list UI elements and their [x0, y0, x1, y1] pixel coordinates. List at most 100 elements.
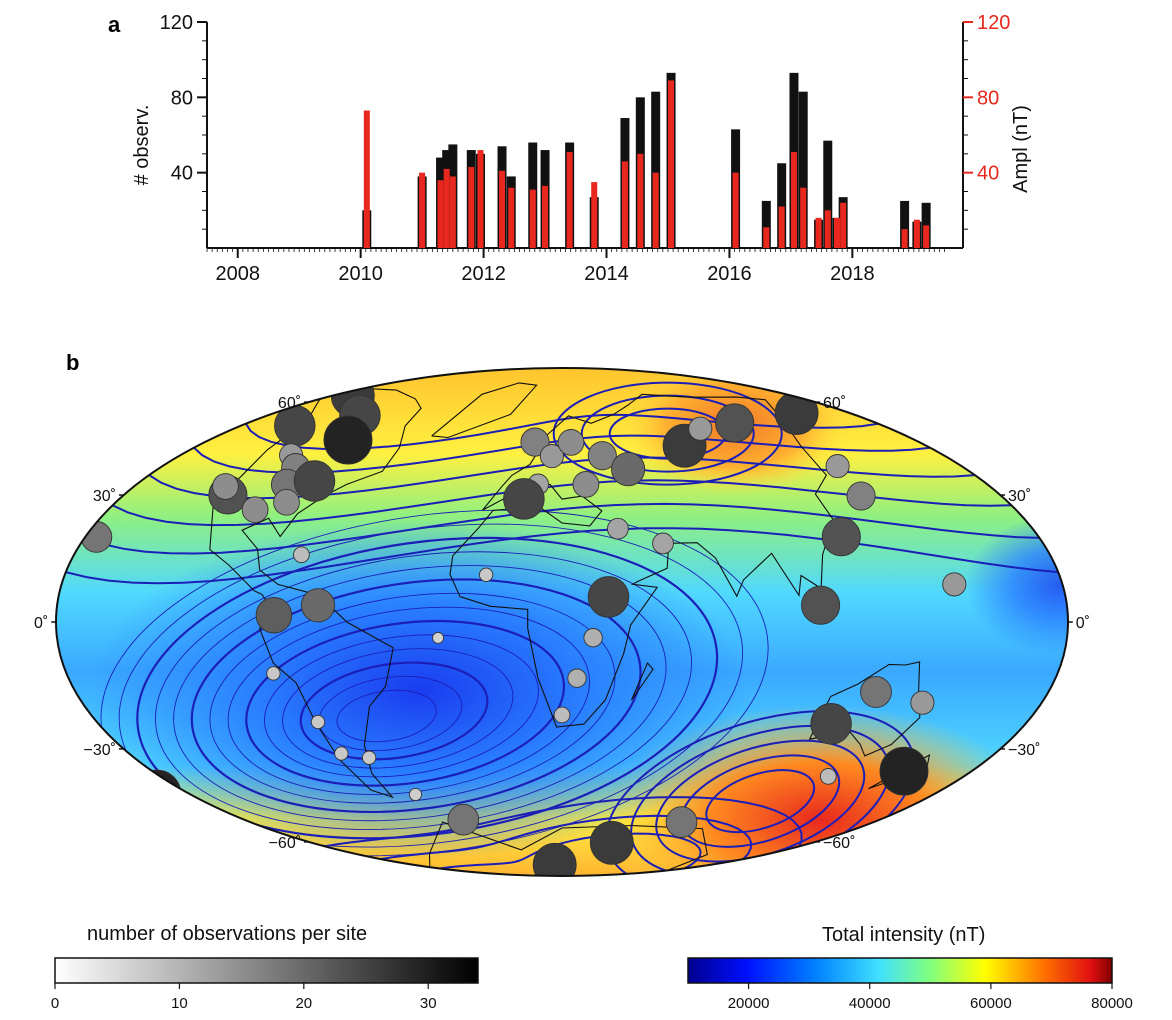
coastline — [808, 661, 921, 757]
amplitude-bar — [652, 172, 659, 248]
intensity-tick-label: 40000 — [849, 995, 891, 1012]
contour-line — [282, 648, 514, 769]
lat-label-right: 60˚ — [823, 395, 846, 412]
site-marker — [587, 441, 617, 471]
panel-b-label: b — [66, 350, 79, 375]
site-marker — [266, 666, 281, 681]
contour-line — [136, 536, 719, 840]
y-tick-label: 120 — [160, 12, 193, 34]
amplitude-bar — [913, 219, 920, 248]
amplitude-bar — [437, 180, 444, 248]
amplitude-bar — [443, 168, 450, 248]
lat-label-right: 0˚ — [1076, 615, 1090, 632]
bar-chart: 40 80 120 40 80 120 2008 2010 2012 2014 2016 2018 # … — [131, 12, 1032, 285]
intensity-tick-label: 20000 — [728, 995, 770, 1012]
amplitude-bar — [477, 150, 484, 248]
amplitude-bar — [668, 80, 675, 248]
lat-label-left: −30˚ — [83, 742, 115, 759]
site-marker — [942, 572, 967, 597]
y-axis-title: # observ. — [131, 105, 153, 186]
y2-tick-label: 120 — [977, 12, 1010, 34]
site-marker — [132, 769, 182, 819]
site-marker — [715, 403, 755, 443]
intensity-map: 60˚ 60˚ 30˚ 30˚ 0˚ 0˚ −30˚ −30˚ −60˚ −60˚ — [34, 367, 1090, 877]
intensity-tick-label: 60000 — [970, 995, 1012, 1012]
x-tick-label: 2012 — [461, 263, 506, 285]
site-marker — [910, 690, 935, 715]
amplitude-bar — [790, 151, 797, 248]
lat-label-right: −60˚ — [823, 835, 855, 852]
contour-line — [245, 413, 879, 451]
amplitude-bar — [637, 153, 644, 248]
site-marker — [478, 567, 494, 582]
site-marker — [611, 452, 646, 487]
x-tick-label: 2018 — [830, 263, 875, 285]
obs-tick-label: 10 — [171, 995, 188, 1012]
amplitude-bar — [824, 210, 831, 248]
site-marker — [572, 471, 600, 498]
site-marker — [589, 820, 634, 865]
amplitude-bar — [508, 187, 515, 248]
site-marker — [334, 746, 349, 761]
site-marker — [652, 532, 674, 555]
lat-label-right: 30˚ — [1008, 488, 1031, 505]
low-anomaly — [90, 520, 750, 860]
site-marker — [293, 546, 310, 564]
contour-line — [705, 769, 816, 834]
amplitude-bar — [923, 225, 930, 248]
site-marker — [300, 588, 336, 623]
amplitude-bar — [800, 187, 807, 248]
count-bar — [823, 140, 833, 248]
site-marker — [432, 631, 445, 644]
contour-line — [439, 832, 702, 870]
site-marker — [774, 391, 819, 435]
amplitude-bar — [778, 206, 785, 248]
site-marker — [212, 473, 239, 500]
contour-line — [155, 551, 693, 830]
site-marker — [539, 444, 564, 469]
site-marker — [503, 478, 545, 520]
x-tick-label: 2016 — [707, 263, 752, 285]
intensity-tick-label: 80000 — [1091, 995, 1133, 1012]
map-latitude-ticks: 60˚ 60˚ 30˚ 30˚ 0˚ 0˚ −30˚ −30˚ −60˚ −60˚ — [34, 395, 1090, 852]
intensity-colorbar — [687, 957, 1113, 984]
y2-tick-label: 80 — [977, 87, 999, 109]
obs-colorbar — [54, 957, 479, 984]
site-marker — [607, 517, 629, 540]
amplitude-bar — [621, 161, 628, 248]
y2-tick-label: 40 — [977, 163, 999, 185]
site-marker — [241, 496, 269, 524]
site-marker — [819, 768, 837, 785]
amplitude-bar — [499, 170, 506, 248]
lat-label-left: −60˚ — [269, 835, 301, 852]
amplitude-bar — [840, 202, 847, 248]
site-marker — [557, 429, 585, 456]
obs-tick-label: 30 — [420, 995, 437, 1012]
contour-line — [227, 606, 590, 795]
site-marker — [665, 806, 698, 838]
site-marker — [310, 714, 326, 730]
contour-line — [245, 619, 566, 787]
amplitude-bar — [542, 185, 549, 248]
amplitude-bar — [449, 176, 456, 248]
obs-tick-label: 20 — [295, 995, 312, 1012]
amplitude-bar — [732, 172, 739, 248]
intensity-colorbar-ticks: 20000 40000 60000 80000 — [728, 983, 1133, 1012]
panel-a-label: a — [108, 12, 121, 37]
amplitude-bar — [815, 217, 822, 248]
obs-tick-label: 0 — [51, 995, 59, 1012]
site-marker — [293, 460, 336, 502]
x-tick-label: 2010 — [338, 263, 383, 285]
x-tick-label: 2008 — [215, 263, 260, 285]
site-marker — [801, 585, 841, 625]
amplitude-bar — [363, 110, 370, 249]
y-tick-label: 80 — [171, 87, 193, 109]
site-marker — [323, 415, 373, 465]
site-marker — [583, 628, 603, 648]
site-marker — [860, 676, 892, 708]
east-pacific-low — [965, 515, 1068, 655]
site-marker — [553, 706, 571, 724]
site-marker — [879, 746, 929, 796]
lat-label-left: 60˚ — [278, 395, 301, 412]
amplitude-bar — [529, 189, 536, 248]
